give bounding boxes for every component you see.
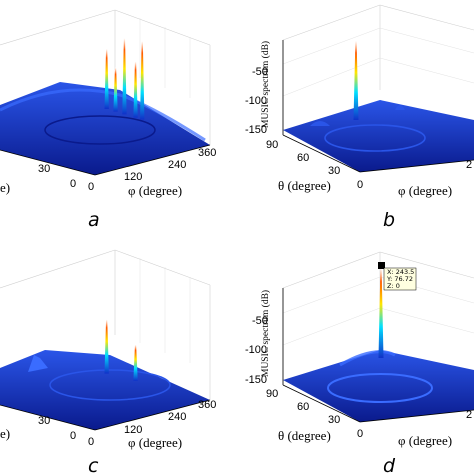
panel-b-x-tick: 2 — [466, 159, 472, 171]
panel-a-ring — [44, 115, 156, 145]
panel-c-y-tick-30: 30 — [38, 415, 50, 427]
panel-d-peaks — [378, 268, 384, 358]
datatip-y: Y: 76.72 — [386, 275, 413, 283]
panel-a-grid — [139, 18, 191, 98]
panel-b-ring — [324, 124, 426, 152]
panel-d: X: 243.5 Y: 76.72 Z: 0 -50 -100 -150 MUS… — [245, 251, 474, 474]
panel-c-ring — [49, 369, 171, 401]
panel-c-box — [0, 249, 211, 400]
panel-b-z-tick-50: -50 — [252, 66, 268, 78]
panel-d-surface — [283, 350, 474, 422]
panel-b-x-label: φ (degree) — [398, 183, 452, 198]
panel-a-x-label: φ (degree) — [128, 183, 182, 198]
panel-a-axes — [0, 144, 211, 176]
panel-a-x-tick-360: 360 — [198, 147, 216, 159]
panel-b-z-tick-150: -150 — [245, 124, 267, 136]
panel-d-y-tick-90: 90 — [266, 388, 278, 400]
panel-b-peak-0 — [353, 40, 359, 120]
panel-b-z-label: MUSIC spectrum (dB) — [260, 41, 271, 128]
panel-d-z-label: MUSIC spectrum (dB) — [260, 290, 271, 377]
panel-d-grid — [282, 276, 474, 346]
panel-c-peak-0 — [104, 319, 109, 374]
panel-c-x-tick-240: 240 — [168, 411, 186, 423]
panel-b-y-tick-90: 90 — [266, 139, 278, 151]
panel-b: -50 -100 -150 MUSIC spectrum (dB) 90 60 … — [245, 4, 474, 231]
panel-b-grid — [282, 27, 474, 97]
panel-d-x-label: φ (degree) — [398, 433, 452, 448]
panel-c-x-label: φ (degree) — [128, 435, 182, 450]
panel-c-surface — [0, 350, 210, 430]
panel-d-letter: d — [383, 455, 396, 474]
panel-a-peak-0 — [104, 49, 109, 109]
panel-d-y-tick-30: 30 — [328, 414, 340, 426]
panel-d-y-tick-0: 0 — [357, 428, 363, 440]
panel-c: 0 120 240 360 0 30 e) φ (degree) c — [0, 249, 216, 474]
datatip-box — [383, 267, 417, 291]
datatip-marker[interactable] — [378, 262, 385, 269]
panel-b-z-tick-100: -100 — [245, 95, 267, 107]
panel-d-x-tick: 2 — [466, 409, 472, 421]
panel-d-y-tick-60: 60 — [297, 401, 309, 413]
panel-c-x-tick-0: 0 — [88, 436, 94, 448]
panel-c-x-tick-120: 120 — [124, 424, 142, 436]
panel-d-z-tick-100: -100 — [245, 344, 267, 356]
panel-c-peak-1 — [133, 344, 138, 381]
datatip-z: Z: 0 — [387, 282, 400, 290]
panel-c-axes — [0, 399, 211, 431]
panel-a-letter: a — [88, 209, 100, 231]
panel-a-peak-1 — [113, 67, 118, 112]
panel-c-y-label: e) — [0, 426, 10, 441]
panel-c-peaks — [104, 319, 138, 381]
panel-b-peaks — [353, 40, 359, 120]
panel-d-ridge — [339, 350, 396, 367]
panel-a-x-tick-240: 240 — [168, 159, 186, 171]
panel-d-axes — [282, 288, 474, 423]
panel-d-z-tick-150: -150 — [245, 374, 267, 386]
panel-b-y-label: θ (degree) — [278, 178, 331, 193]
panel-a-peaks — [104, 38, 145, 120]
panel-b-letter: b — [383, 209, 395, 231]
panel-c-y-tick-0: 0 — [70, 430, 76, 442]
panel-a-y-tick-30: 30 — [38, 163, 50, 175]
panel-a-ridge — [0, 88, 206, 142]
panel-b-y-tick-30: 30 — [328, 165, 340, 177]
panel-a-peak-4 — [140, 41, 145, 120]
datatip-x: X: 243.5 — [387, 268, 414, 276]
panel-a-y-tick-0: 0 — [70, 178, 76, 190]
panel-b-y-tick-0: 0 — [357, 179, 363, 191]
panel-c-x-tick-360: 360 — [198, 399, 216, 411]
panel-b-bump — [310, 121, 330, 126]
panel-d-z-tick-50: -50 — [252, 315, 268, 327]
panel-b-y-tick-60: 60 — [297, 152, 309, 164]
panel-c-bump — [28, 355, 48, 372]
panel-c-letter: c — [88, 455, 99, 474]
panel-c-grid — [139, 258, 191, 363]
panel-a: 0 120 240 360 0 30 e) φ (degree) a — [0, 9, 216, 231]
panel-d-peak-0 — [378, 268, 384, 358]
panel-a-peak-3 — [133, 61, 138, 118]
panel-d-datatip[interactable]: X: 243.5 Y: 76.72 Z: 0 — [378, 262, 417, 291]
panel-d-ring — [327, 373, 433, 403]
panel-b-surface — [283, 100, 474, 172]
panel-a-x-tick-120: 120 — [124, 171, 142, 183]
panel-a-x-tick-0: 0 — [88, 181, 94, 193]
panel-b-bump-2 — [395, 105, 405, 110]
panel-a-y-label: e) — [0, 180, 10, 195]
panel-a-box — [0, 9, 211, 145]
panel-a-peak-2 — [122, 38, 127, 115]
panel-b-axes — [282, 40, 474, 173]
panel-d-y-label: θ (degree) — [278, 428, 331, 443]
panel-a-surface — [0, 82, 210, 175]
